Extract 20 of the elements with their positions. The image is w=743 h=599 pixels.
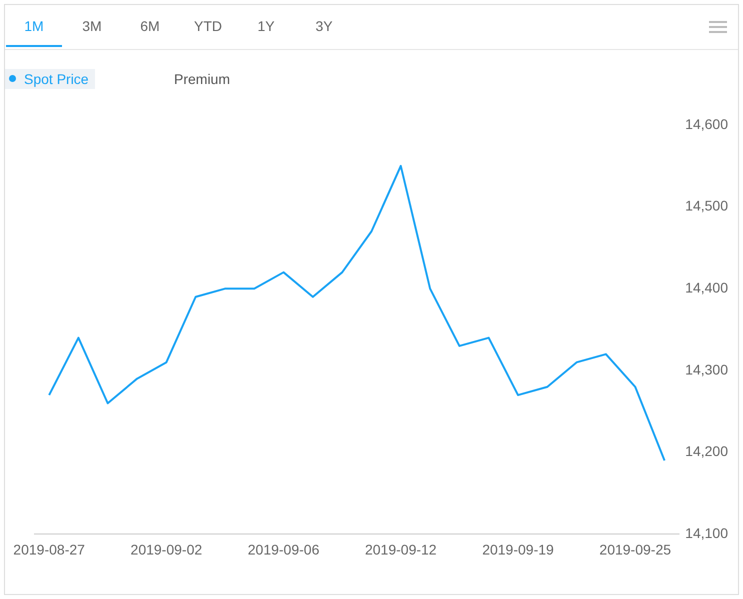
y-tick-label: 14,400 (685, 280, 728, 296)
y-tick-label: 14,500 (685, 198, 728, 214)
y-tick-label: 14,600 (685, 116, 728, 132)
x-tick-label: 2019-09-06 (248, 541, 320, 558)
x-tick-label: 2019-08-27 (13, 541, 86, 558)
text: 3M (81, 18, 103, 34)
text: 1M (6, 18, 62, 47)
x-tick-label: 2019-09-12 (364, 541, 437, 558)
x-tick-label: 2019-09-25 (599, 541, 672, 558)
text: 3Y (314, 18, 334, 34)
legend-label: Spot Price (5, 69, 95, 89)
text: YTD (193, 18, 223, 34)
x-tick-label: 2019-09-19 (482, 541, 554, 558)
text: 1Y (256, 18, 276, 34)
y-tick-label: 14,200 (685, 443, 728, 460)
text: 6M (139, 18, 161, 34)
x-tick-label: 2019-09-02 (130, 541, 202, 558)
legend-label: Premium (173, 70, 232, 89)
y-tick-label: 14,300 (685, 361, 728, 378)
y-tick-label: 14,100 (685, 525, 728, 542)
